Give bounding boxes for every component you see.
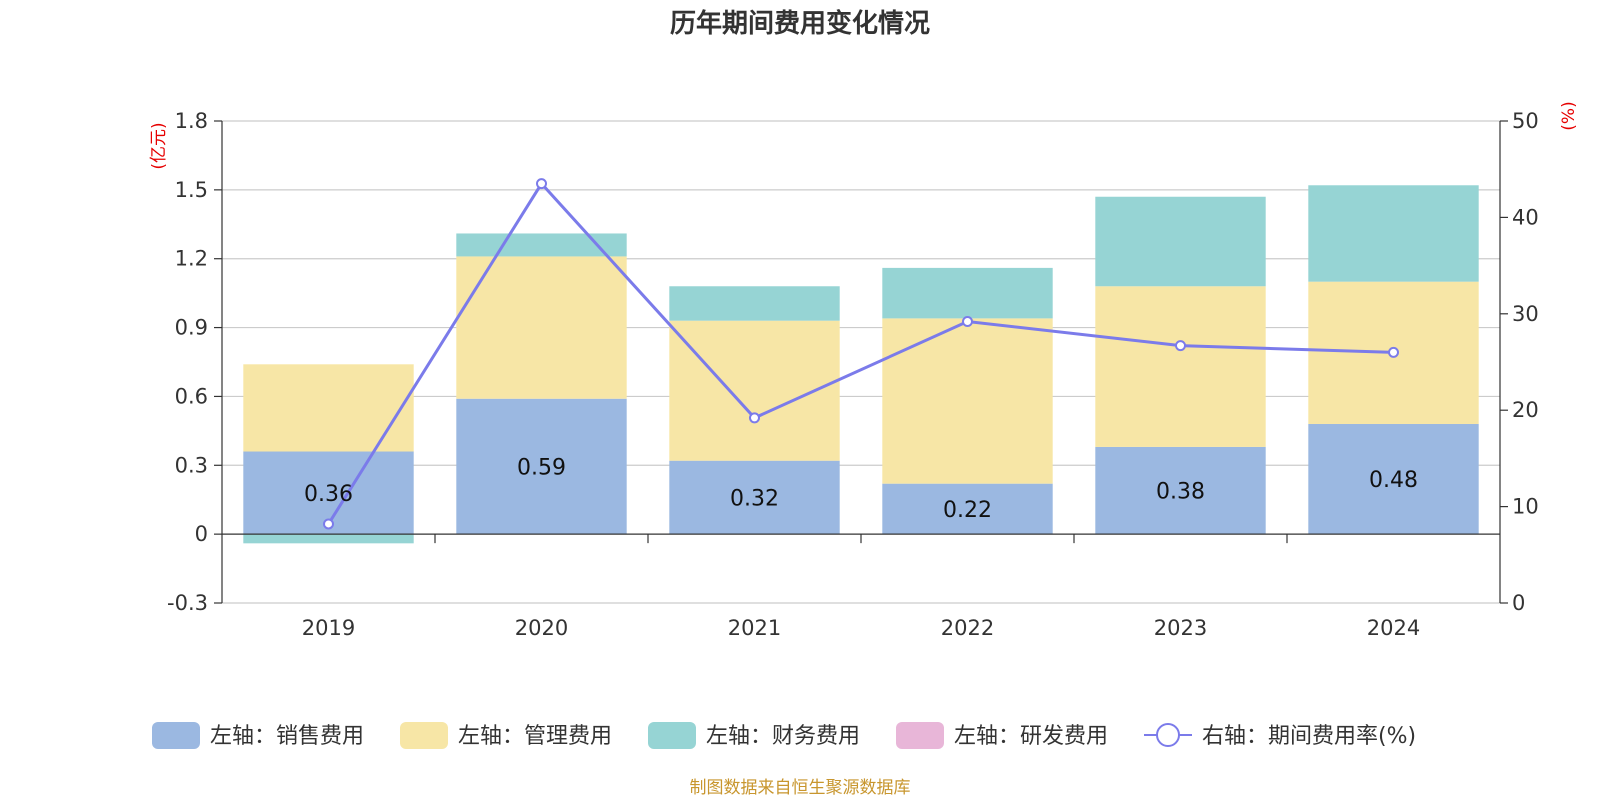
bar-segment <box>456 398 627 535</box>
legend-label: 左轴：财务费用 <box>706 724 860 749</box>
bar-segment <box>1308 185 1479 282</box>
bar-layer <box>243 185 1479 544</box>
left-axis-tick-label: 0.3 <box>175 453 208 477</box>
x-axis-tick-label: 2023 <box>1154 616 1207 640</box>
x-axis-tick-label: 2022 <box>941 616 994 640</box>
chart-title: 历年期间费用变化情况 <box>670 8 930 39</box>
left-axis-tick-label: 1.2 <box>175 247 208 271</box>
right-axis-tick-label: 40 <box>1512 205 1539 229</box>
legend: 左轴：销售费用 左轴：管理费用 左轴：财务费用 左轴：研发费用 右轴：期间费用率(%) <box>152 722 1416 749</box>
bar-segment <box>669 286 840 321</box>
legend-swatch <box>896 722 944 749</box>
x-axis-tick-label: 2020 <box>515 616 568 640</box>
right-axis-tick-label: 0 <box>1512 591 1525 615</box>
left-axis-tick-label: 0.6 <box>175 384 208 408</box>
bar-segment <box>456 256 627 399</box>
grid-lines <box>222 120 1500 604</box>
bar-data-label: 0.48 <box>1369 468 1418 493</box>
rate-line-layer <box>323 178 1399 530</box>
bar-segment <box>1095 286 1266 447</box>
axes: -0.3 0 0.3 0.6 0.9 1.2 1.5 1.8 0 10 20 30 40 50 2019 20… <box>167 109 1539 640</box>
legend-label: 左轴：销售费用 <box>210 724 364 749</box>
bar-segment <box>882 318 1053 484</box>
rate-point <box>1175 340 1186 352</box>
legend-label: 左轴：研发费用 <box>954 724 1108 749</box>
legend-label: 右轴：期间费用率(%) <box>1202 724 1416 749</box>
legend-swatch <box>152 722 200 749</box>
bar-segment <box>243 534 414 544</box>
x-axis-tick-label: 2021 <box>728 616 781 640</box>
bar-segment <box>1095 196 1266 287</box>
left-axis-tick-label: 1.8 <box>175 109 208 133</box>
bar-data-label: 0.38 <box>1156 480 1205 505</box>
legend-marker <box>1156 723 1180 747</box>
bar-segment <box>243 364 414 452</box>
left-axis-tick-label: -0.3 <box>167 591 208 615</box>
left-axis-tick-label: 1.5 <box>175 178 208 202</box>
rate-point <box>962 316 973 328</box>
bar-segment <box>882 267 1053 319</box>
rate-point <box>1388 346 1399 358</box>
bar-data-label: 0.32 <box>730 486 779 511</box>
legend-label: 左轴：管理费用 <box>458 724 612 749</box>
legend-swatch <box>648 722 696 749</box>
bar-data-label: 0.59 <box>517 455 566 480</box>
bar-segment <box>882 483 1053 535</box>
bar-data-label: 0.36 <box>304 482 353 507</box>
bar-segment <box>1095 446 1266 535</box>
right-axis-tick-label: 10 <box>1512 495 1539 519</box>
bar-data-label: 0.22 <box>943 498 992 523</box>
bar-segment <box>456 233 627 257</box>
data-labels: 0.36 0.59 0.32 0.22 0.38 0.48 <box>304 455 1418 522</box>
right-axis-tick-label: 30 <box>1512 302 1539 326</box>
right-axis-unit: (%) <box>1559 101 1579 130</box>
right-axis-tick-label: 20 <box>1512 398 1539 422</box>
right-axis-tick-label: 50 <box>1512 109 1539 133</box>
left-axis-tick-label: 0 <box>195 522 208 546</box>
bar-segment <box>1308 423 1479 535</box>
x-axis-tick-label: 2019 <box>302 616 355 640</box>
left-axis-tick-label: 0.9 <box>175 316 208 340</box>
left-axis-unit: (亿元) <box>149 122 169 169</box>
rate-line <box>327 181 1394 525</box>
bar-segment <box>669 460 840 535</box>
rate-point <box>749 412 760 424</box>
rate-point <box>536 178 547 190</box>
source-note: 制图数据来自恒生聚源数据库 <box>690 778 911 798</box>
rate-point <box>323 518 334 530</box>
x-axis-tick-label: 2024 <box>1367 616 1420 640</box>
legend-swatch <box>400 722 448 749</box>
